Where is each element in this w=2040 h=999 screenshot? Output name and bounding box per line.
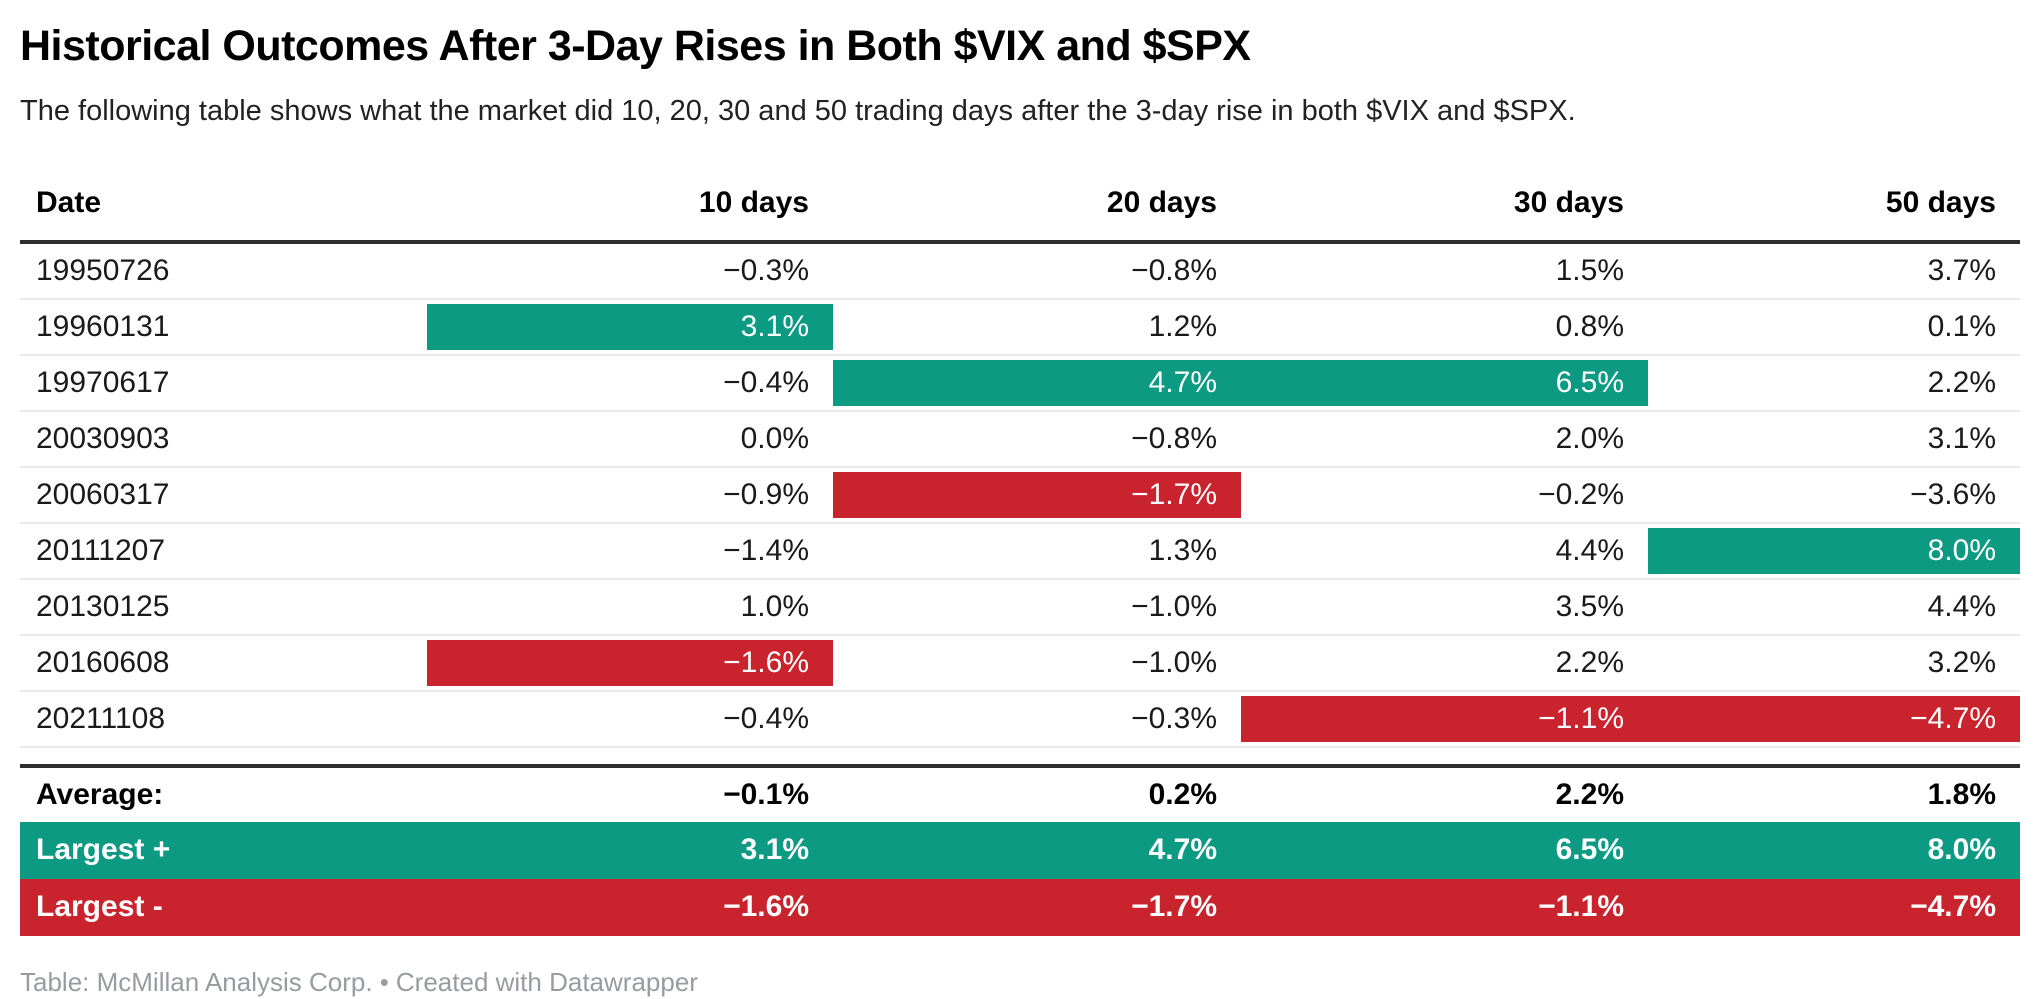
- summary-value: 2.2%: [1241, 763, 1648, 822]
- value-cell: 3.7%: [1648, 241, 2020, 300]
- summary-value: 8.0%: [1648, 821, 2020, 879]
- value-cell: −1.1%: [1241, 690, 1648, 748]
- value-cell: 3.1%: [427, 298, 833, 356]
- date-cell: 20211108: [20, 690, 427, 748]
- table-row: 20130125 1.0% −1.0% 3.5% 4.4%: [20, 578, 2020, 636]
- value-cell: −0.3%: [833, 690, 1241, 748]
- data-table: Date 10 days 20 days 30 days 50 days 199…: [20, 139, 2020, 936]
- value-cell: −1.7%: [833, 466, 1241, 524]
- table-row: 20060317 −0.9% −1.7% −0.2% −3.6%: [20, 466, 2020, 524]
- summary-label: Largest +: [20, 821, 427, 879]
- date-cell: 20160608: [20, 634, 427, 692]
- table-row: 20030903 0.0% −0.8% 2.0% 3.1%: [20, 410, 2020, 468]
- table-row: 19960131 3.1% 1.2% 0.8% 0.1%: [20, 298, 2020, 356]
- value-cell: 2.2%: [1648, 354, 2020, 412]
- value-cell: 0.1%: [1648, 298, 2020, 356]
- column-header-20-days: 20 days: [833, 139, 1241, 244]
- column-header-30-days: 30 days: [1241, 139, 1648, 244]
- value-cell: 1.3%: [833, 522, 1241, 580]
- value-cell: 2.0%: [1241, 410, 1648, 468]
- table-gap: [20, 747, 2020, 766]
- summary-value: 3.1%: [427, 821, 833, 879]
- value-cell: 8.0%: [1648, 522, 2020, 580]
- summary-row-largest-negative: Largest - −1.6% −1.7% −1.1% −4.7%: [20, 878, 2020, 936]
- table-row: 20160608 −1.6% −1.0% 2.2% 3.2%: [20, 634, 2020, 692]
- value-cell: −0.3%: [427, 241, 833, 300]
- date-cell: 20060317: [20, 466, 427, 524]
- summary-label: Average:: [20, 763, 427, 822]
- table-row: 20211108 −0.4% −0.3% −1.1% −4.7%: [20, 690, 2020, 748]
- value-cell: 3.1%: [1648, 410, 2020, 468]
- summary-label: Largest -: [20, 878, 427, 936]
- value-cell: −0.4%: [427, 354, 833, 412]
- summary-value: −1.7%: [833, 878, 1241, 936]
- table-header-row: Date 10 days 20 days 30 days 50 days: [20, 139, 2020, 244]
- value-cell: −1.6%: [427, 634, 833, 692]
- date-cell: 19970617: [20, 354, 427, 412]
- value-cell: −0.4%: [427, 690, 833, 748]
- value-cell: −1.4%: [427, 522, 833, 580]
- table-row: 19970617 −0.4% 4.7% 6.5% 2.2%: [20, 354, 2020, 412]
- summary-value: 4.7%: [833, 821, 1241, 879]
- column-header-10-days: 10 days: [427, 139, 833, 244]
- table-row: 19950726 −0.3% −0.8% 1.5% 3.7%: [20, 241, 2020, 300]
- value-cell: 4.7%: [833, 354, 1241, 412]
- value-cell: −1.0%: [833, 578, 1241, 636]
- chart-subtitle: The following table shows what the marke…: [20, 95, 1576, 128]
- summary-value: 1.8%: [1648, 763, 2020, 822]
- summary-value: 6.5%: [1241, 821, 1648, 879]
- value-cell: 0.0%: [427, 410, 833, 468]
- date-cell: 19950726: [20, 241, 427, 300]
- summary-row-average: Average: −0.1% 0.2% 2.2% 1.8%: [20, 763, 2020, 822]
- value-cell: 2.2%: [1241, 634, 1648, 692]
- value-cell: 6.5%: [1241, 354, 1648, 412]
- value-cell: 1.5%: [1241, 241, 1648, 300]
- value-cell: −0.2%: [1241, 466, 1648, 524]
- value-cell: −0.9%: [427, 466, 833, 524]
- value-cell: −4.7%: [1648, 690, 2020, 748]
- summary-value: −4.7%: [1648, 878, 2020, 936]
- summary-value: −1.6%: [427, 878, 833, 936]
- summary-row-largest-positive: Largest + 3.1% 4.7% 6.5% 8.0%: [20, 821, 2020, 879]
- value-cell: 1.0%: [427, 578, 833, 636]
- date-cell: 20130125: [20, 578, 427, 636]
- value-cell: 0.8%: [1241, 298, 1648, 356]
- table-row: 20111207 −1.4% 1.3% 4.4% 8.0%: [20, 522, 2020, 580]
- page-title: Historical Outcomes After 3-Day Rises in…: [20, 22, 1251, 70]
- value-cell: 1.2%: [833, 298, 1241, 356]
- date-cell: 20030903: [20, 410, 427, 468]
- date-cell: 19960131: [20, 298, 427, 356]
- date-cell: 20111207: [20, 522, 427, 580]
- attribution-footer: Table: McMillan Analysis Corp. • Created …: [20, 966, 2020, 999]
- value-cell: 4.4%: [1648, 578, 2020, 636]
- column-header-50-days: 50 days: [1648, 139, 2020, 244]
- source-attribution: Table: McMillan Analysis Corp. •: [20, 966, 389, 997]
- summary-value: 0.2%: [833, 763, 1241, 822]
- value-cell: −3.6%: [1648, 466, 2020, 524]
- value-cell: 4.4%: [1241, 522, 1648, 580]
- summary-value: −1.1%: [1241, 878, 1648, 936]
- column-header-date: Date: [20, 139, 427, 244]
- datawrapper-link[interactable]: Created with Datawrapper: [395, 966, 698, 997]
- value-cell: 3.5%: [1241, 578, 1648, 636]
- value-cell: 3.2%: [1648, 634, 2020, 692]
- summary-value: −0.1%: [427, 763, 833, 822]
- value-cell: −1.0%: [833, 634, 1241, 692]
- value-cell: −0.8%: [833, 241, 1241, 300]
- value-cell: −0.8%: [833, 410, 1241, 468]
